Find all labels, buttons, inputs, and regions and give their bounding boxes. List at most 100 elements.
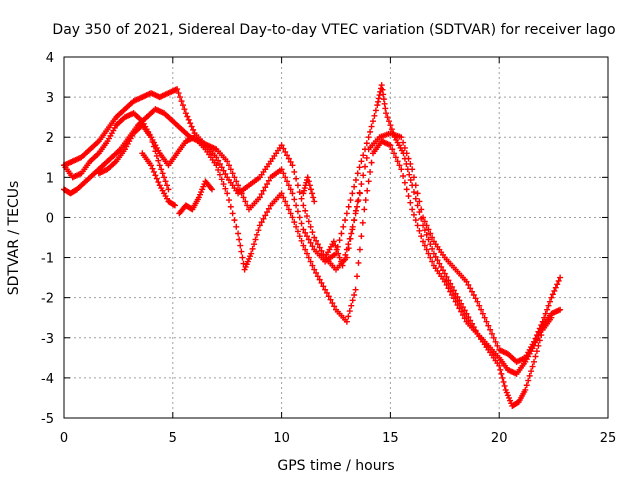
data-point-track-b — [410, 174, 417, 181]
data-point-track-c — [382, 105, 389, 112]
data-point-track-b — [294, 182, 301, 189]
data-point-track-c — [496, 362, 503, 369]
plot-frame — [63, 56, 609, 419]
data-point-track-a — [229, 210, 236, 217]
data-point-track-b — [474, 298, 481, 305]
data-point-track-a — [414, 222, 421, 229]
data-point-track-b — [479, 310, 486, 317]
axis-ticks: 0 5 10 15 20 25 -5 -4 -3 -2 -1 0 1 2 3 4 — [41, 51, 616, 446]
data-point-track-a — [260, 215, 267, 222]
data-point-track-c — [340, 223, 347, 230]
data-point-track-b — [318, 247, 325, 254]
data-point-track-a — [349, 297, 356, 304]
data-point-track-a — [252, 236, 259, 243]
data-point-track-c — [227, 166, 234, 173]
data-point-track-c — [414, 202, 421, 209]
data-point-track-c — [418, 215, 425, 222]
data-point-track-a — [285, 206, 292, 213]
data-point-segment-h — [340, 257, 347, 264]
data-point-segment-g — [309, 190, 316, 197]
data-point-track-a — [348, 302, 355, 309]
data-point-track-a — [237, 242, 244, 249]
data-point-track-b — [539, 318, 546, 325]
y-tick-label: 1 — [46, 171, 54, 186]
data-point-track-a — [358, 233, 365, 240]
data-point-track-c — [260, 187, 267, 194]
data-point-segment-h — [348, 230, 355, 237]
data-point-segment-e — [150, 168, 157, 175]
data-point-track-c — [362, 146, 369, 153]
data-point-track-b — [542, 310, 549, 317]
data-point-track-a — [265, 205, 272, 212]
data-point-track-c — [432, 253, 439, 260]
data-point-track-a — [400, 172, 407, 179]
data-point-track-a — [278, 190, 285, 197]
data-point-track-c — [375, 95, 382, 102]
data-point-track-a — [364, 187, 371, 194]
data-point-track-c — [533, 348, 540, 355]
data-point-track-c — [287, 186, 294, 193]
data-point-track-a — [291, 219, 298, 226]
data-point-segment-e — [152, 172, 159, 179]
data-point-track-c — [291, 196, 298, 203]
data-point-track-c — [235, 182, 242, 189]
x-tick-label: 15 — [382, 431, 399, 446]
data-point-track-b — [291, 168, 298, 175]
data-point-track-c — [443, 273, 450, 280]
data-point-track-a — [389, 146, 396, 153]
data-point-track-b — [175, 90, 182, 97]
data-point-track-c — [416, 209, 423, 216]
data-point-track-b — [280, 145, 287, 152]
data-point-track-b — [532, 335, 539, 342]
data-point-track-b — [190, 126, 197, 133]
data-point-track-c — [458, 300, 465, 307]
data-point-track-a — [303, 250, 310, 257]
data-point-track-a — [231, 217, 238, 224]
data-point-track-b — [303, 213, 310, 220]
data-point-track-b — [177, 94, 184, 101]
data-point-track-c — [409, 182, 416, 189]
data-point-track-a — [452, 298, 459, 305]
data-point-track-c — [238, 190, 245, 197]
data-point-track-b — [551, 287, 558, 294]
data-point-track-c — [278, 166, 285, 173]
data-point-track-c — [449, 283, 456, 290]
data-point-track-c — [407, 177, 414, 184]
data-point-track-b — [213, 154, 220, 161]
data-point-track-b — [476, 302, 483, 309]
data-point-track-a — [311, 266, 318, 273]
data-point-track-a — [354, 273, 361, 280]
data-point-track-c — [469, 320, 475, 327]
data-point-track-b — [307, 223, 314, 230]
data-point-track-c — [526, 372, 533, 379]
data-point-track-b — [220, 167, 227, 174]
x-axis-label: GPS time / hours — [277, 458, 394, 474]
data-point-track-a — [418, 233, 425, 240]
data-point-track-a — [445, 285, 452, 292]
data-point-track-c — [499, 374, 506, 381]
data-point-track-c — [284, 178, 291, 185]
data-point-track-b — [421, 218, 428, 225]
data-point-track-c — [229, 170, 236, 177]
data-point-track-d — [152, 148, 159, 155]
data-point-track-a — [365, 178, 372, 185]
data-point-track-b — [174, 86, 181, 93]
data-point-track-b — [544, 306, 551, 313]
data-point-track-b — [216, 160, 223, 167]
data-point-segment-h — [345, 241, 352, 248]
data-point-track-a — [307, 258, 314, 265]
data-point-track-a — [346, 308, 353, 315]
data-point-track-a — [293, 223, 300, 230]
data-point-track-b — [309, 229, 316, 236]
data-point-segment-e — [171, 202, 178, 209]
data-point-track-a — [405, 193, 412, 200]
data-point-track-b — [178, 98, 185, 105]
data-point-segment-h — [354, 203, 361, 210]
data-point-track-c — [463, 310, 470, 317]
data-point-track-c — [371, 112, 378, 119]
data-point-track-b — [483, 318, 490, 325]
data-point-track-a — [298, 237, 305, 244]
data-point-track-a — [416, 227, 423, 234]
data-point-track-c — [438, 263, 445, 270]
data-point-track-c — [242, 198, 249, 205]
